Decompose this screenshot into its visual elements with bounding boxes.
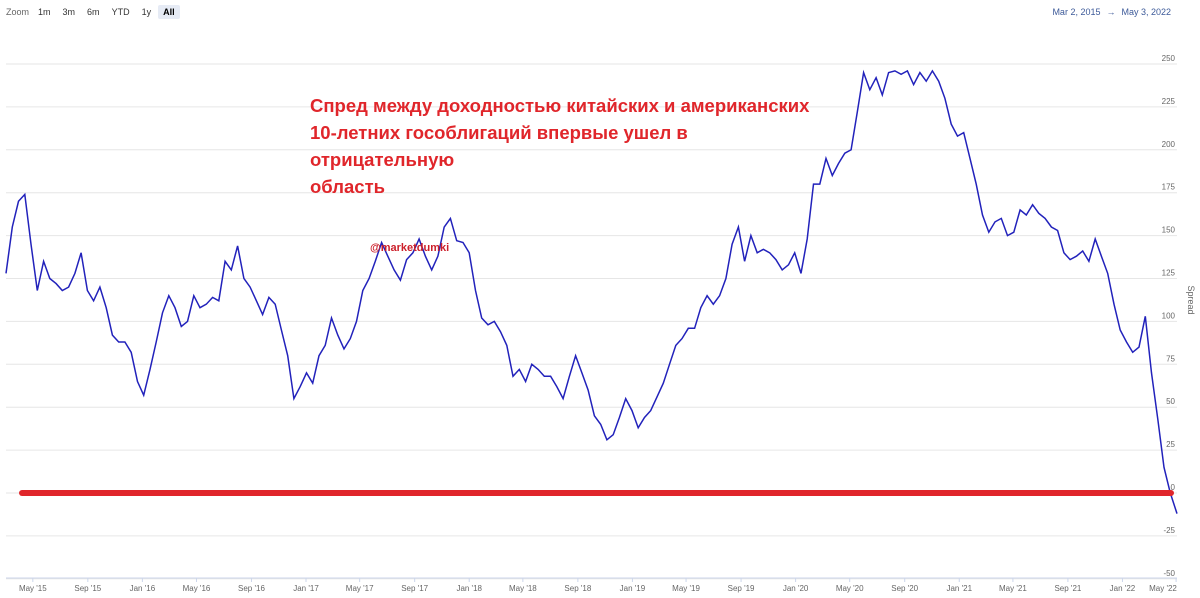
x-tick-label: May '19 xyxy=(672,584,700,593)
x-tick-label: May '16 xyxy=(183,584,211,593)
range-to[interactable]: May 3, 2022 xyxy=(1121,7,1171,17)
y-tick-label: 0 xyxy=(1171,483,1176,492)
zoom-button-1m[interactable]: 1m xyxy=(38,7,51,17)
x-tick-label: Sep '16 xyxy=(238,584,265,593)
zoom-label: Zoom xyxy=(6,7,30,17)
y-tick-label: -25 xyxy=(1163,526,1175,535)
y-tick-label: 175 xyxy=(1162,183,1176,192)
x-tick-label: Jan '20 xyxy=(783,584,809,593)
x-tick-label: Jan '21 xyxy=(946,584,972,593)
zoom-button-all[interactable]: All xyxy=(158,5,180,19)
y-tick-label: 225 xyxy=(1162,97,1176,106)
x-tick-label: May '15 xyxy=(19,584,47,593)
x-tick-label: Jan '17 xyxy=(293,584,319,593)
range-from[interactable]: Mar 2, 2015 xyxy=(1052,7,1101,17)
headline-line-3: область xyxy=(310,176,386,197)
zoom-button-1y[interactable]: 1y xyxy=(141,7,152,17)
headline-line-2: 10-летних гособлигаций впервые ушел в от… xyxy=(310,122,688,170)
y-tick-label: 150 xyxy=(1162,226,1176,235)
x-tick-label: Sep '21 xyxy=(1054,584,1081,593)
zoom-toolbar: Zoom 1m 3m 6m YTD 1y All xyxy=(6,5,182,19)
watermark: @marketdumki xyxy=(370,242,450,254)
x-tick-label: Jan '16 xyxy=(130,584,156,593)
x-tick-label: Jan '19 xyxy=(620,584,646,593)
x-tick-label: Sep '18 xyxy=(564,584,591,593)
headline-annotation: Спред между доходностью китайских и амер… xyxy=(310,92,830,200)
x-tick-label: Sep '19 xyxy=(728,584,755,593)
x-tick-label: Jan '18 xyxy=(456,584,482,593)
x-tick-labels: May '15 Sep '15 Jan '16 May '16 Sep '16 Jan '… xyxy=(6,577,1177,593)
y-tick-label: 50 xyxy=(1166,397,1175,406)
x-tick-label: Sep '17 xyxy=(401,584,428,593)
zoom-button-3m[interactable]: 3m xyxy=(62,7,76,17)
range-arrow: → xyxy=(1106,7,1116,17)
x-tick-label: Sep '15 xyxy=(74,584,101,593)
y-tick-label: 250 xyxy=(1162,54,1176,63)
x-tick-label: Jan '22 xyxy=(1110,584,1136,593)
y-tick-label: 125 xyxy=(1162,269,1176,278)
y-tick-labels: -50 -25 0 25 50 75 100 125 150 175 200 225 250 xyxy=(1162,54,1176,578)
zoom-button-6m[interactable]: 6m xyxy=(87,7,100,17)
zoom-button-ytd[interactable]: YTD xyxy=(111,7,130,17)
grid xyxy=(6,63,1177,580)
x-tick-label: May '18 xyxy=(509,584,537,593)
x-tick-label: May '20 xyxy=(836,584,864,593)
x-tick-label: May '22 xyxy=(1149,584,1177,593)
y-tick-label: 25 xyxy=(1166,440,1175,449)
date-range: Mar 2, 2015 → May 3, 2022 xyxy=(1049,7,1174,17)
series-line xyxy=(5,69,1178,514)
y-tick-label: 100 xyxy=(1162,311,1176,320)
x-tick-label: Sep '20 xyxy=(891,584,918,593)
headline-line-1: Спред между доходностью китайских и амер… xyxy=(310,95,810,116)
y-axis-label: Spread xyxy=(1186,285,1196,314)
x-tick-label: May '17 xyxy=(346,584,374,593)
x-tick-label: May '21 xyxy=(999,584,1027,593)
y-tick-label: 75 xyxy=(1166,354,1175,363)
y-tick-label: 200 xyxy=(1162,140,1176,149)
y-tick-label: -50 xyxy=(1163,569,1175,578)
